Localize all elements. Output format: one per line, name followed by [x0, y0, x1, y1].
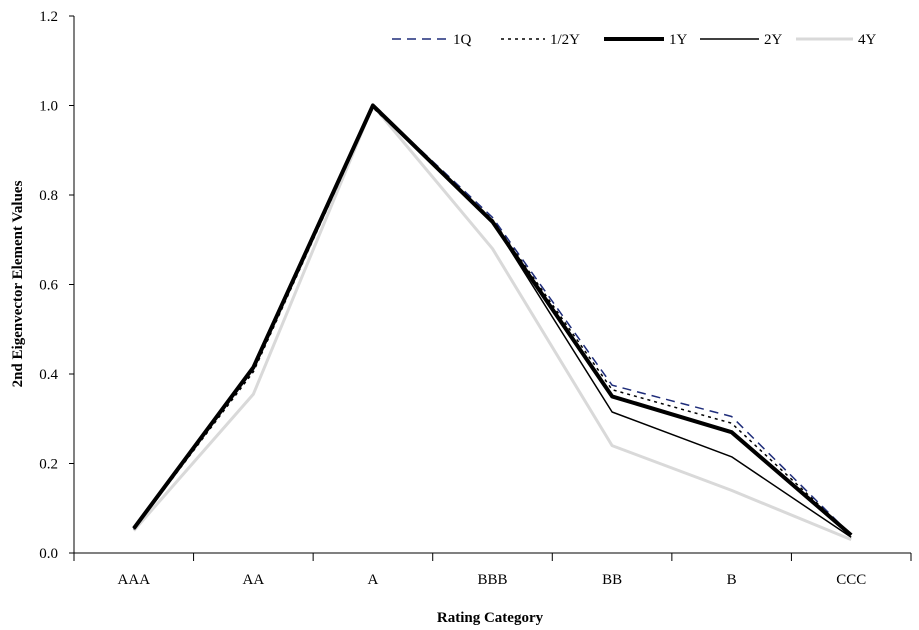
axes	[73, 16, 911, 554]
legend-label: 1/2Y	[550, 32, 580, 48]
y-ticks: 0.0 0.2 0.4 0.6 0.8 1.0 1.2	[39, 9, 74, 562]
y-tick-label: 0.4	[39, 367, 58, 383]
series-line-1y	[132, 103, 853, 537]
series-line-1-2y	[133, 106, 852, 536]
x-tick-label: AA	[243, 572, 265, 588]
x-axis-title: Rating Category	[437, 610, 544, 626]
y-tick-label: 0.6	[39, 278, 58, 294]
x-tick-label: AAA	[118, 572, 151, 588]
y-tick-label: 0.8	[39, 188, 58, 204]
x-tick-label: A	[368, 572, 379, 588]
series-line-1q	[133, 104, 852, 536]
x-ticks: AAA AA A BBB BB B CCC	[73, 553, 912, 588]
legend: 1Q 1/2Y 1Y 2Y 4Y	[392, 32, 877, 48]
y-tick-label: 1.2	[39, 9, 58, 25]
series-line-4y	[132, 104, 852, 541]
y-tick-label: 0.2	[39, 457, 58, 473]
x-tick-label: CCC	[836, 572, 866, 588]
series-line-2y	[133, 104, 852, 538]
legend-label: 4Y	[858, 32, 877, 48]
legend-label: 1Q	[453, 32, 472, 48]
x-tick-label: BB	[602, 572, 622, 588]
y-axis-title: 2nd Eigenvector Element Values	[10, 180, 26, 387]
x-tick-label: BBB	[477, 572, 507, 588]
series-lines	[132, 103, 853, 541]
y-tick-label: 1.0	[39, 99, 58, 115]
legend-label: 1Y	[669, 32, 688, 48]
y-tick-label: 0.0	[39, 546, 58, 562]
legend-label: 2Y	[764, 32, 783, 48]
x-tick-label: B	[727, 572, 737, 588]
